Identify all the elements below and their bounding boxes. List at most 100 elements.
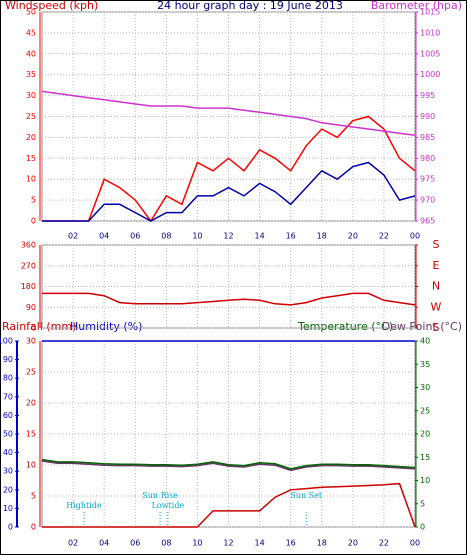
y2-tick-label: 990 <box>420 112 435 121</box>
y2-tick-label: N <box>432 280 440 293</box>
series-line <box>42 115 416 223</box>
humidity-axis-title: Humidity (%) <box>70 320 142 333</box>
y-tick-label: 10 <box>26 461 36 470</box>
x-tick-label: 18 <box>317 232 327 241</box>
y2-tick-label: 40 <box>420 337 430 346</box>
y-tick-label: 0 <box>31 523 36 532</box>
x-tick-label: 16 <box>286 539 296 548</box>
y2-tick-label: 970 <box>420 196 435 205</box>
y2-tick-label: 25 <box>420 406 430 415</box>
y2-tick-label: 15 <box>420 453 430 462</box>
x-tick-label: 00 <box>410 232 420 241</box>
y-tick-label: 360 <box>21 241 36 250</box>
y2-tick-label: 985 <box>420 133 435 142</box>
y2-tick-label: 20 <box>420 430 430 439</box>
y3-tick-label: 90 <box>3 355 13 364</box>
y-tick-label: 180 <box>21 282 36 291</box>
x-tick-label: 16 <box>286 232 296 241</box>
x-tick-label: 22 <box>379 539 389 548</box>
y-tick-label: 20 <box>26 133 36 142</box>
y3-tick-label: 40 <box>3 448 13 457</box>
y-tick-label: 35 <box>26 70 36 79</box>
x-tick-label: 04 <box>99 539 109 548</box>
annotation: Sun Set <box>290 491 323 500</box>
x-tick-label: 06 <box>130 539 140 548</box>
y2-tick-label: W <box>431 300 442 313</box>
y-tick-label: 0 <box>31 217 36 226</box>
series-line <box>42 161 416 222</box>
x-tick-label: 08 <box>161 232 171 241</box>
rain-axis-title: Rainfall (mm) <box>2 320 76 333</box>
x-tick-label: 18 <box>317 539 327 548</box>
baro-axis-title: Barometer (hpa) <box>371 0 462 12</box>
x-tick-label: 20 <box>348 539 358 548</box>
x-tick-label: 20 <box>348 232 358 241</box>
y2-tick-label: 1005 <box>420 49 440 58</box>
y-tick-label: 15 <box>26 154 36 163</box>
y2-tick-label: 35 <box>420 360 430 369</box>
y2-tick-label: 975 <box>420 175 435 184</box>
y3-tick-label: 20 <box>3 485 13 494</box>
y2-tick-label: 995 <box>420 91 435 100</box>
y2-tick-label: 0 <box>420 523 425 532</box>
x-tick-label: 08 <box>161 539 171 548</box>
x-tick-label: 14 <box>254 232 264 241</box>
y3-tick-label: 10 <box>3 504 13 513</box>
annotation: Sun Rise <box>142 491 178 500</box>
y2-tick-label: S <box>433 238 440 251</box>
y2-tick-label: 980 <box>420 154 435 163</box>
y-tick-label: 15 <box>26 430 36 439</box>
y3-tick-label: 50 <box>3 430 13 439</box>
y-tick-label: 50 <box>26 8 36 17</box>
y-tick-label: 10 <box>26 175 36 184</box>
x-tick-label: 02 <box>68 539 78 548</box>
x-tick-label: 00 <box>410 539 420 548</box>
series-line <box>41 458 416 470</box>
x-tick-label: 04 <box>99 232 109 241</box>
y2-tick-label: 30 <box>420 383 430 392</box>
x-tick-label: 14 <box>254 539 264 548</box>
y-tick-label: 5 <box>31 196 36 205</box>
y2-tick-label: 965 <box>420 217 435 226</box>
series-line <box>42 292 416 306</box>
y-tick-label: 25 <box>26 112 36 121</box>
y-tick-label: 30 <box>26 337 36 346</box>
y2-tick-label: 1010 <box>420 28 440 37</box>
annotation: Lowtide <box>152 501 185 510</box>
y3-tick-label: 70 <box>3 392 13 401</box>
y-tick-label: 45 <box>26 28 36 37</box>
x-tick-label: 22 <box>379 232 389 241</box>
y-tick-label: 5 <box>31 492 36 501</box>
series-line <box>41 460 416 472</box>
y-tick-label: 270 <box>21 261 36 270</box>
y3-tick-label: 30 <box>3 467 13 476</box>
x-tick-label: 02 <box>68 232 78 241</box>
x-tick-label: 12 <box>223 539 233 548</box>
y2-tick-label: 1015 <box>420 8 440 17</box>
dew-axis-title: Dew Point (°C) <box>382 320 462 333</box>
y2-tick-label: E <box>433 259 440 272</box>
series-line <box>42 482 416 528</box>
series-line <box>41 90 416 137</box>
y3-tick-label: 100 <box>0 337 13 346</box>
y2-tick-label: 10 <box>420 476 430 485</box>
x-tick-label: 06 <box>130 232 140 241</box>
x-tick-label: 10 <box>192 539 202 548</box>
x-tick-label: 12 <box>223 232 233 241</box>
y3-tick-label: 80 <box>3 374 13 383</box>
y2-tick-label: S <box>433 321 440 334</box>
y2-tick-label: 5 <box>420 499 425 508</box>
y-tick-label: 30 <box>26 91 36 100</box>
y-tick-label: 20 <box>26 399 36 408</box>
chart-title: 24 hour graph day : 19 June 2013 <box>157 0 343 12</box>
annotation: Hightide <box>66 501 102 510</box>
y-tick-label: 90 <box>26 303 36 312</box>
y-tick-label: 25 <box>26 368 36 377</box>
y3-tick-label: 0 <box>8 523 13 532</box>
wind-axis-title: Windspeed (kph) <box>5 0 98 12</box>
y-tick-label: 0 <box>31 324 36 333</box>
y2-tick-label: 1000 <box>420 70 440 79</box>
y3-tick-label: 60 <box>3 411 13 420</box>
